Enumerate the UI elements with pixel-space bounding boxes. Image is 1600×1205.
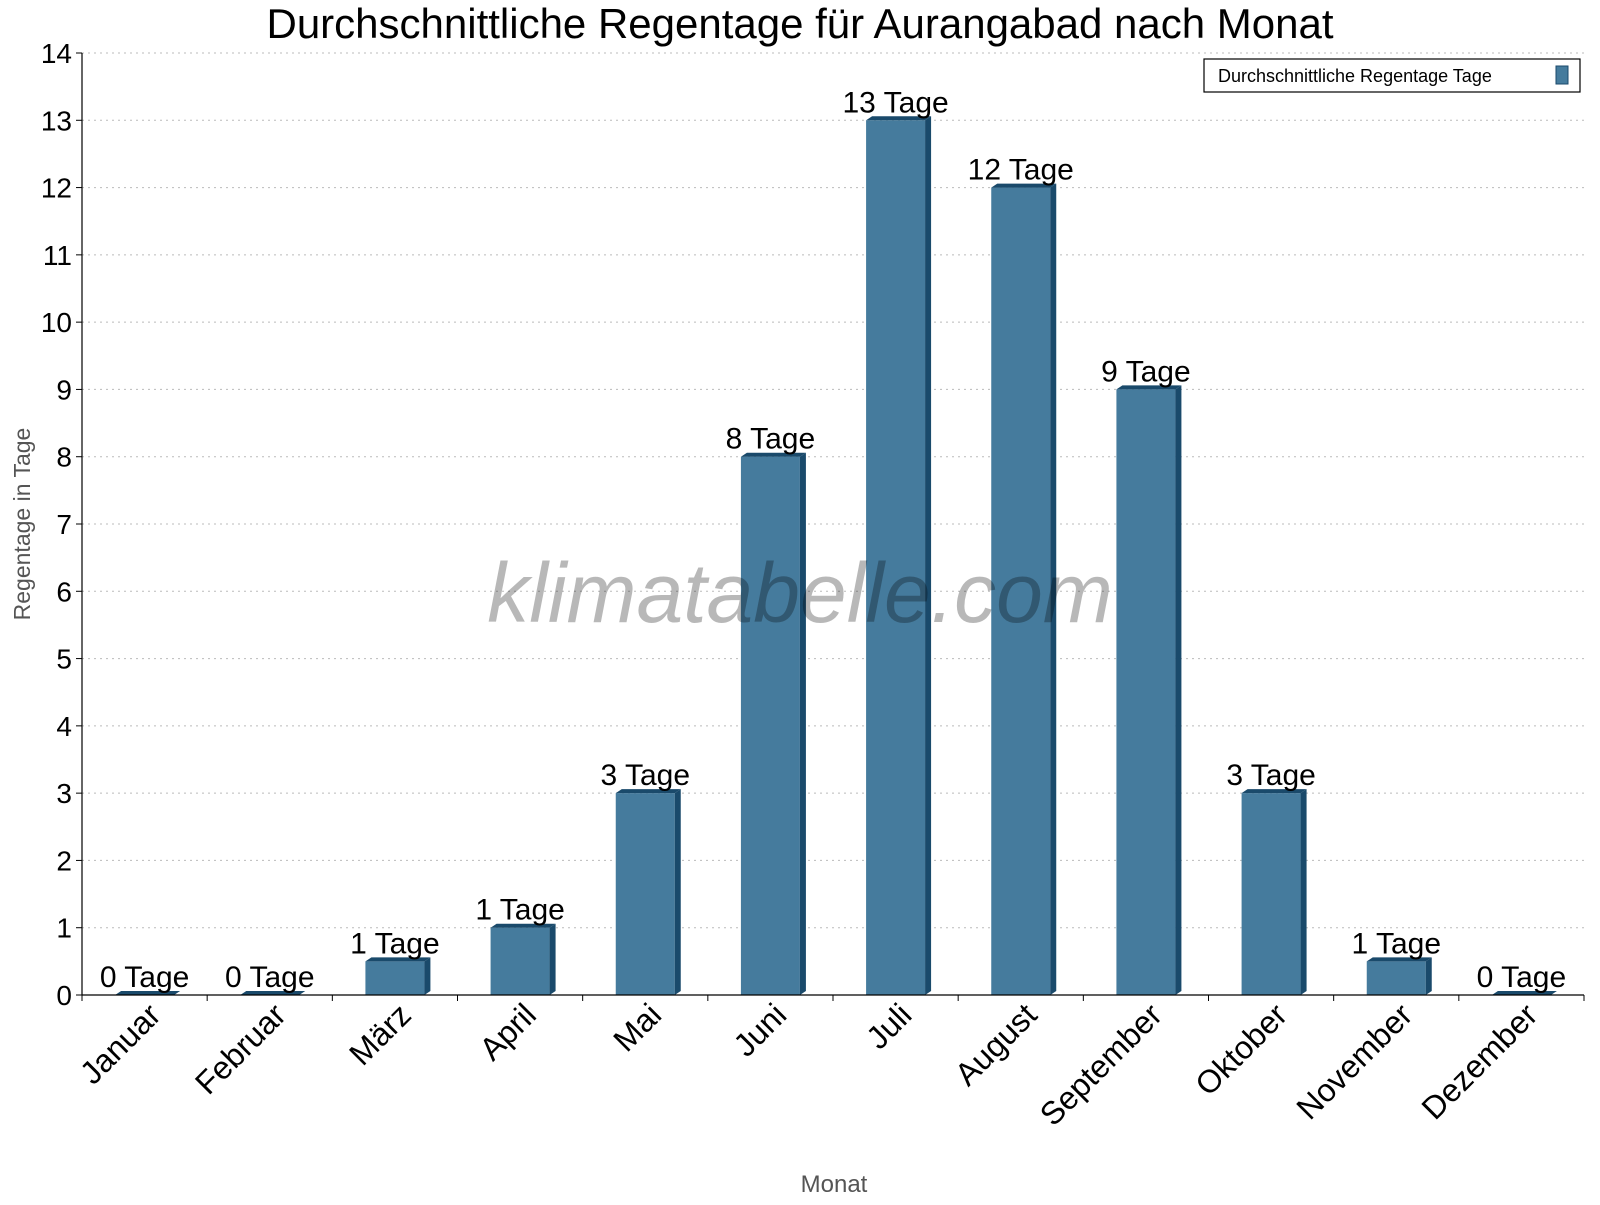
- bar-top: [365, 957, 431, 962]
- bar-top: [490, 923, 556, 928]
- bar-side: [674, 789, 681, 995]
- data-label: 0 Tage: [225, 961, 315, 994]
- x-tick-label: April: [472, 996, 543, 1067]
- y-tick-label: 11: [43, 240, 72, 271]
- x-tick-label: Mai: [606, 996, 668, 1058]
- data-label: 8 Tage: [726, 423, 816, 456]
- legend-swatch: [1555, 65, 1569, 85]
- bar: [991, 187, 1051, 996]
- bar-top: [1366, 957, 1432, 962]
- y-tick-label: 6: [56, 576, 72, 607]
- data-label: 0 Tage: [1477, 961, 1567, 994]
- data-label: 13 Tage: [842, 86, 948, 119]
- x-tick-label: Oktober: [1188, 996, 1294, 1102]
- bar-side: [1050, 183, 1057, 996]
- bar-side: [424, 957, 431, 995]
- x-tick-label: Februar: [188, 996, 293, 1101]
- chart-title: Durchschnittliche Regentage für Aurangab…: [266, 0, 1333, 47]
- legend-label: Durchschnittliche Regentage Tage: [1218, 66, 1492, 86]
- x-tick-label: August: [948, 996, 1044, 1092]
- bar-top: [115, 991, 181, 995]
- bar-top: [866, 116, 932, 121]
- x-tick-label: Januar: [73, 996, 168, 1091]
- y-tick-label: 14: [41, 38, 72, 69]
- y-tick-label: 9: [56, 374, 72, 405]
- bar-top: [1241, 789, 1307, 794]
- x-tick-label: Juli: [859, 996, 918, 1055]
- bar-side: [925, 116, 932, 996]
- y-tick-label: 8: [56, 442, 72, 473]
- y-tick-label: 13: [41, 105, 72, 136]
- data-label: 0 Tage: [100, 961, 190, 994]
- data-label: 9 Tage: [1101, 355, 1191, 388]
- x-tick-label: Dezember: [1415, 996, 1545, 1126]
- data-label: 3 Tage: [1226, 759, 1316, 792]
- y-tick-label: 0: [56, 980, 72, 1011]
- y-tick-label: 3: [56, 778, 72, 809]
- y-tick-label: 12: [41, 173, 72, 204]
- x-tick-label: November: [1289, 996, 1419, 1126]
- bar-top: [615, 789, 681, 794]
- y-tick-label: 7: [56, 509, 72, 540]
- grid: [82, 52, 1584, 929]
- y-tick-label: 5: [56, 644, 72, 675]
- bar-side: [799, 452, 806, 995]
- bar-top: [1491, 991, 1557, 995]
- bar: [615, 793, 675, 995]
- bar-top: [240, 991, 306, 995]
- data-label: 1 Tage: [1351, 927, 1441, 960]
- bar-side: [1425, 957, 1432, 995]
- bar-top: [991, 183, 1057, 188]
- bar-top: [740, 452, 806, 457]
- y-tick-label: 2: [56, 845, 72, 876]
- legend-box: [1203, 58, 1581, 93]
- x-axis-label: Monat: [801, 1171, 868, 1198]
- watermark: klimatabelle.com: [487, 546, 1113, 640]
- data-label: 1 Tage: [350, 927, 440, 960]
- data-label: 1 Tage: [475, 894, 565, 927]
- bar: [1241, 793, 1301, 995]
- bar: [866, 120, 926, 996]
- data-label: 12 Tage: [968, 154, 1074, 187]
- bars: 0 Tage 0 Tage 1 Tage 1 Tage 3 Tage 8 Tage 13 T…: [100, 86, 1567, 996]
- bar: [365, 961, 425, 995]
- y-tick-label: 4: [56, 711, 72, 742]
- bar-side: [1300, 789, 1307, 995]
- x-tick-label: Juni: [726, 996, 793, 1063]
- bar: [1366, 961, 1426, 995]
- bar-top: [1116, 385, 1182, 390]
- bar-side: [549, 923, 556, 995]
- bar: [740, 456, 800, 995]
- x-tick-label: September: [1033, 996, 1169, 1132]
- x-tick-label: März: [342, 996, 418, 1072]
- y-axis-label: Regentage in Tage: [9, 428, 35, 621]
- bar: [490, 927, 550, 995]
- y-tick-label: 1: [56, 913, 72, 944]
- legend: Durchschnittliche Regentage Tage: [1203, 58, 1581, 93]
- bar: [1116, 389, 1176, 995]
- y-tick-label: 10: [41, 307, 72, 338]
- bar-side: [1175, 385, 1182, 995]
- data-label: 3 Tage: [600, 759, 690, 792]
